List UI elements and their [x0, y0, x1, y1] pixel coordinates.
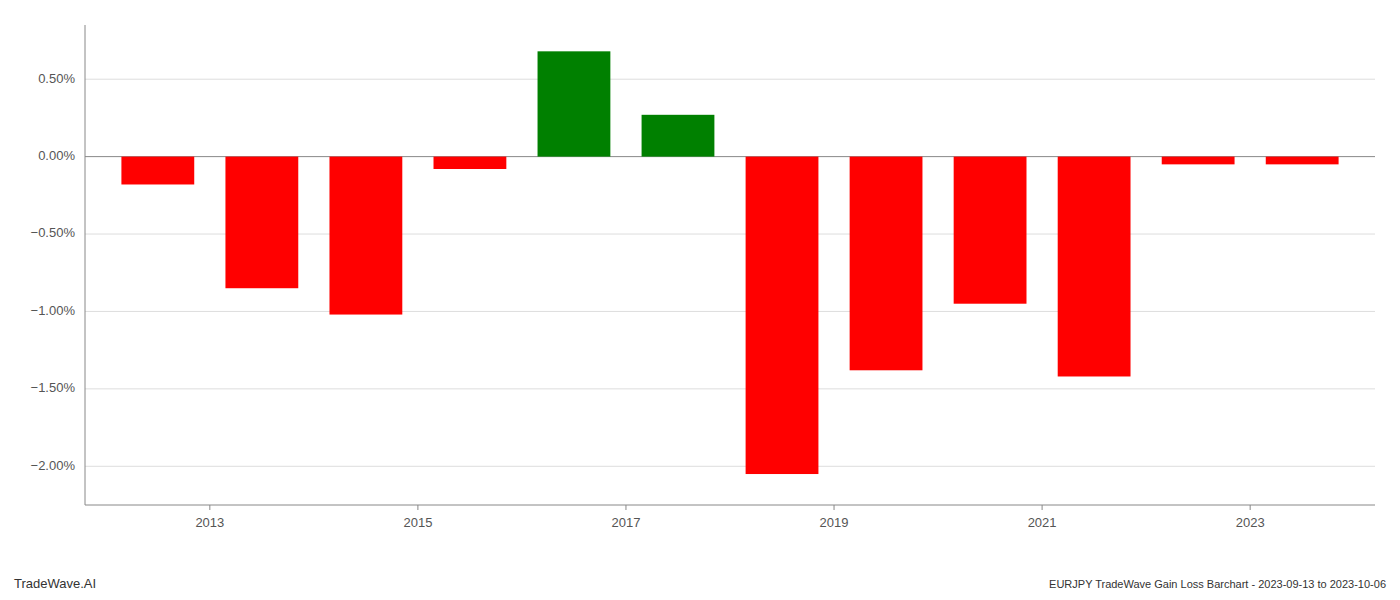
grid-line	[85, 79, 1375, 80]
x-tick-label: 2017	[612, 515, 641, 530]
y-tick-label: −1.50%	[31, 380, 76, 395]
footer-left: TradeWave.AI	[14, 576, 96, 591]
x-tick	[1250, 505, 1251, 510]
bar	[954, 157, 1027, 304]
x-tick-label: 2023	[1236, 515, 1265, 530]
x-tick	[625, 505, 626, 510]
bar	[642, 115, 715, 157]
bar	[1266, 157, 1339, 165]
bar	[225, 157, 298, 289]
x-tick-label: 2013	[195, 515, 224, 530]
x-axis-line	[85, 505, 1375, 506]
y-tick-label: −2.00%	[31, 458, 76, 473]
bar	[850, 157, 923, 371]
x-tick	[834, 505, 835, 510]
bar	[121, 157, 194, 185]
bar	[1058, 157, 1131, 377]
x-tick-label: 2019	[820, 515, 849, 530]
x-tick	[417, 505, 418, 510]
x-tick	[1042, 505, 1043, 510]
x-tick	[209, 505, 210, 510]
y-axis-line	[85, 25, 86, 505]
chart: −2.00%−1.50%−1.00%−0.50%0.00%0.50%201320…	[0, 0, 1400, 600]
x-tick-label: 2015	[403, 515, 432, 530]
x-tick-label: 2021	[1028, 515, 1057, 530]
bar	[434, 157, 507, 169]
x-ticks: 2013 2015 2017 2019 2021 2023	[195, 505, 1264, 530]
bars	[121, 51, 1338, 474]
bar	[329, 157, 402, 315]
y-tick-label: 0.00%	[38, 148, 75, 163]
grid-line	[85, 311, 1375, 312]
bar	[746, 157, 819, 474]
y-tick-labels: −2.00% −1.50% −1.00% −0.50% 0.00% 0.50%	[31, 71, 76, 473]
y-tick-label: −1.00%	[31, 303, 76, 318]
y-grid	[85, 79, 1375, 466]
grid-line	[85, 466, 1375, 467]
footer-right: EURJPY TradeWave Gain Loss Barchart - 20…	[1049, 578, 1386, 590]
y-tick-label: −0.50%	[31, 225, 76, 240]
bar	[1162, 157, 1235, 165]
grid-line	[85, 388, 1375, 389]
bar	[538, 51, 611, 156]
y-tick-label: 0.50%	[38, 71, 75, 86]
background	[0, 0, 1400, 600]
